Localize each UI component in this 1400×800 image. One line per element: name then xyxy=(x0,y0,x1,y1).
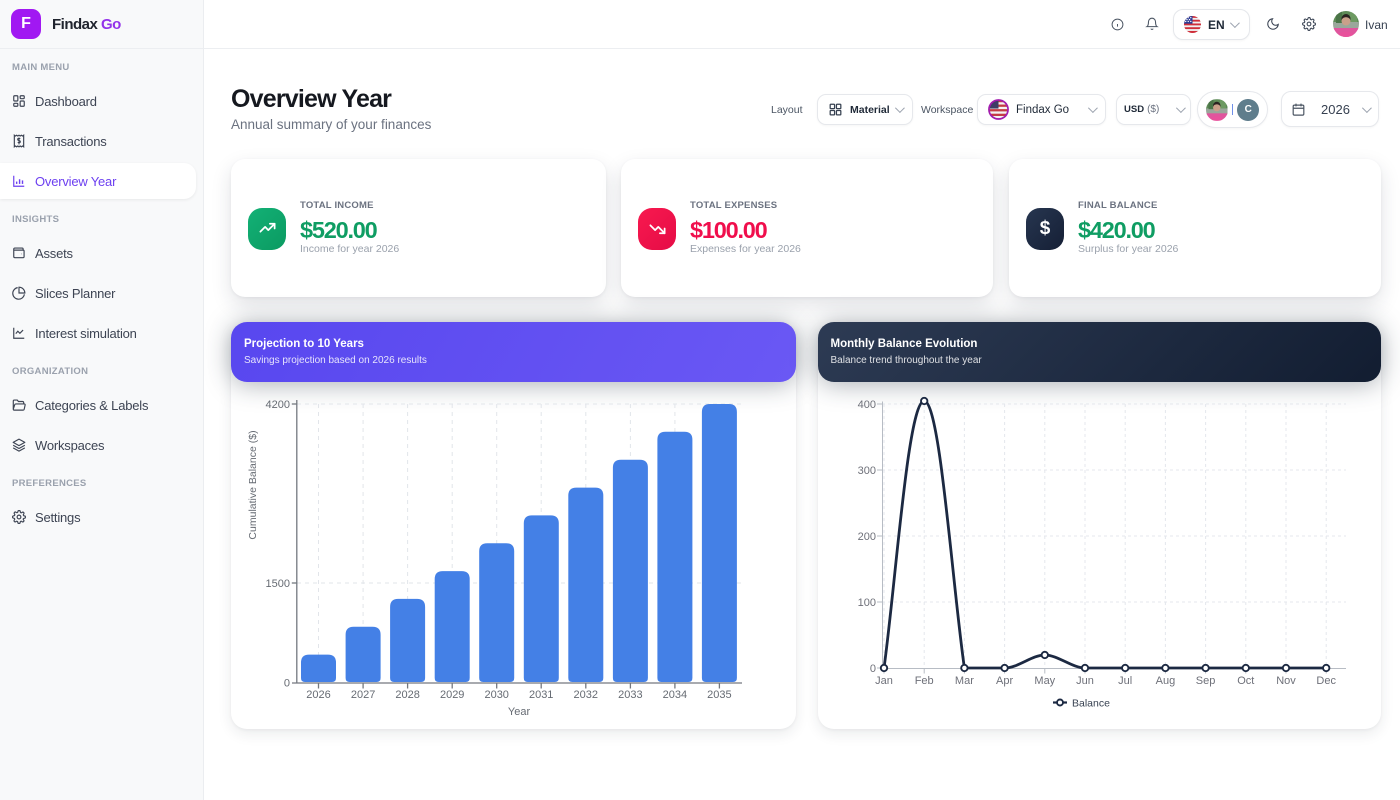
svg-text:Feb: Feb xyxy=(914,675,933,687)
svg-text:2028: 2028 xyxy=(395,689,419,701)
svg-text:2032: 2032 xyxy=(574,689,598,701)
svg-text:2034: 2034 xyxy=(663,689,687,701)
svg-text:1500: 1500 xyxy=(266,578,290,590)
svg-text:Mar: Mar xyxy=(954,675,973,687)
svg-text:May: May xyxy=(1034,675,1055,687)
svg-text:0: 0 xyxy=(869,663,875,675)
svg-text:200: 200 xyxy=(857,531,875,543)
svg-text:Cumulative Balance ($): Cumulative Balance ($) xyxy=(247,430,259,539)
svg-text:Jan: Jan xyxy=(875,675,893,687)
svg-text:Dec: Dec xyxy=(1316,675,1336,687)
svg-text:2026: 2026 xyxy=(306,689,330,701)
svg-text:2029: 2029 xyxy=(440,689,464,701)
svg-text:Balance: Balance xyxy=(1072,698,1110,710)
svg-text:2033: 2033 xyxy=(618,689,642,701)
svg-text:Jul: Jul xyxy=(1118,675,1132,687)
svg-text:Aug: Aug xyxy=(1155,675,1175,687)
svg-text:2027: 2027 xyxy=(351,689,375,701)
svg-text:Apr: Apr xyxy=(996,675,1013,687)
svg-text:Sep: Sep xyxy=(1195,675,1215,687)
svg-text:Nov: Nov xyxy=(1276,675,1296,687)
svg-text:4200: 4200 xyxy=(266,399,290,411)
svg-text:300: 300 xyxy=(857,465,875,477)
svg-text:Year: Year xyxy=(508,706,531,718)
svg-text:0: 0 xyxy=(284,678,290,690)
svg-text:Jun: Jun xyxy=(1076,675,1094,687)
svg-text:400: 400 xyxy=(857,399,875,411)
svg-text:2030: 2030 xyxy=(484,689,508,701)
svg-text:Oct: Oct xyxy=(1237,675,1254,687)
svg-text:2031: 2031 xyxy=(529,689,553,701)
svg-text:2035: 2035 xyxy=(707,689,731,701)
svg-text:100: 100 xyxy=(857,597,875,609)
